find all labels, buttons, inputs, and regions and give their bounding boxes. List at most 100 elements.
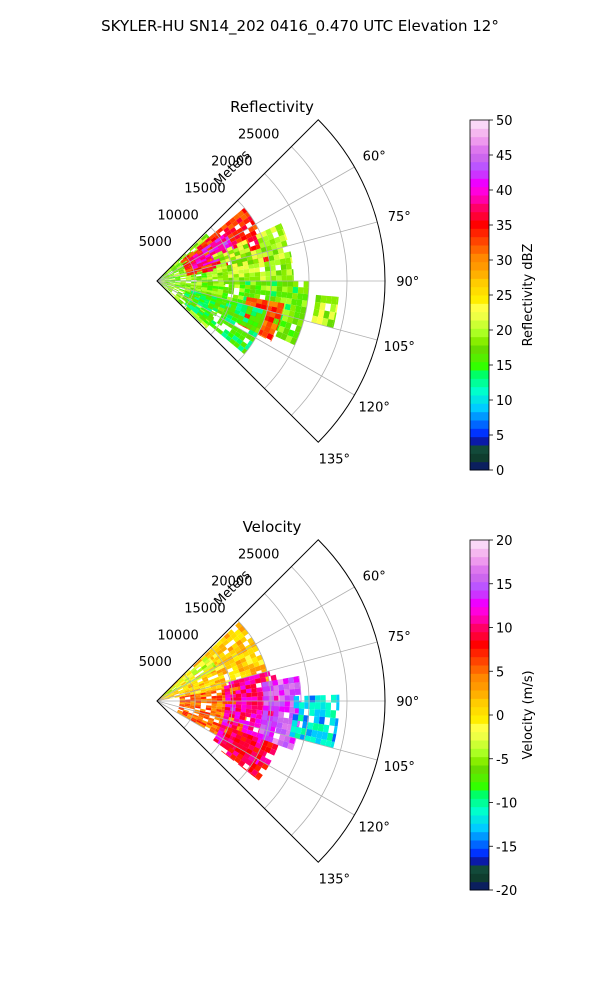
echo-cell — [276, 275, 282, 281]
echo-cell — [275, 241, 283, 249]
colorbar-swatch — [470, 361, 489, 371]
echo-cell — [300, 688, 302, 695]
echo-cell — [190, 703, 196, 707]
echo-cell — [313, 716, 320, 724]
azimuth-gridline — [156, 280, 355, 396]
echo-cell — [199, 662, 206, 668]
echo-cell — [224, 305, 231, 311]
echo-cell — [193, 662, 199, 668]
echo-cell — [254, 742, 262, 749]
echo-cell — [261, 714, 268, 721]
echo-cell — [174, 681, 180, 687]
echo-cell — [277, 325, 285, 334]
echo-cell — [191, 301, 198, 306]
echo-cell — [227, 726, 234, 733]
colorbar-swatch — [470, 186, 489, 196]
echo-cell — [241, 348, 248, 355]
echo-cell — [289, 706, 296, 714]
echo-cell — [254, 678, 262, 684]
echo-cell — [239, 749, 246, 757]
echo-cell — [207, 283, 214, 286]
echo-cell — [207, 281, 214, 284]
echo-cell — [255, 281, 262, 286]
echo-cell — [330, 710, 337, 719]
echo-cell — [269, 238, 276, 246]
echo-cell — [197, 716, 204, 720]
echo-cell — [234, 628, 242, 636]
echo-cell — [277, 302, 284, 309]
echo-cell — [212, 276, 218, 280]
echo-cell — [300, 694, 302, 701]
echo-cell — [180, 277, 186, 280]
echo-cell — [245, 748, 253, 755]
echo-cell — [319, 302, 326, 311]
echo-cell — [280, 297, 287, 304]
echo-cell — [195, 258, 202, 263]
echo-cell — [184, 703, 191, 706]
echo-cell — [262, 686, 269, 692]
echo-cell — [185, 284, 192, 287]
echo-cell — [289, 304, 297, 312]
echo-cell — [229, 649, 237, 656]
echo-cell — [270, 243, 278, 251]
echo-cell — [224, 709, 231, 714]
echo-cell — [206, 322, 211, 326]
echo-cell — [290, 725, 297, 733]
echo-cell — [272, 716, 279, 723]
echo-cell — [227, 223, 235, 230]
echo-cell — [193, 711, 200, 715]
echo-cell — [289, 251, 292, 258]
echo-cell — [318, 716, 325, 725]
echo-cell — [284, 234, 288, 241]
echo-cell — [196, 319, 202, 324]
echo-cell — [201, 258, 207, 263]
echo-cell — [169, 694, 175, 697]
echo-cell — [216, 706, 223, 710]
echo-cell — [206, 689, 212, 693]
colorbar-swatch — [470, 220, 489, 229]
echo-cell — [204, 326, 207, 329]
echo-cell — [259, 672, 266, 679]
echo-cell — [234, 331, 241, 339]
echo-cell — [216, 708, 222, 713]
colorbar-swatch — [470, 286, 489, 296]
echo-cell — [288, 736, 296, 745]
echo-cell — [263, 701, 269, 706]
echo-cell — [265, 228, 273, 236]
echo-cell — [280, 333, 288, 341]
echo-cell — [291, 744, 295, 751]
echo-cell — [246, 305, 254, 311]
echo-cell — [211, 723, 218, 729]
echo-cell — [244, 284, 251, 290]
echo-cell — [268, 328, 276, 336]
echo-cell — [260, 230, 268, 238]
echo-cell — [207, 287, 213, 291]
colorbar-swatch — [470, 453, 489, 463]
echo-cell — [234, 711, 241, 716]
echo-cell — [267, 250, 274, 257]
colorbar-swatch — [470, 790, 489, 799]
echo-cell — [162, 692, 167, 697]
echo-cell — [214, 237, 221, 244]
echo-cell — [163, 284, 169, 287]
echo-cell — [279, 258, 286, 265]
echo-cell — [307, 722, 314, 730]
echo-cell — [291, 720, 298, 727]
echo-cell — [289, 731, 296, 738]
echo-cell — [243, 264, 249, 270]
echo-cell — [216, 250, 224, 256]
echo-cell — [244, 669, 252, 675]
echo-cell — [285, 263, 292, 270]
echo-cell — [175, 683, 181, 688]
echo-cell — [179, 694, 186, 697]
echo-cell — [261, 251, 269, 258]
echo-cell — [270, 275, 277, 281]
echo-cell — [201, 304, 208, 310]
echo-cell — [235, 704, 242, 709]
echo-cell — [188, 256, 194, 261]
echo-cell — [194, 709, 201, 713]
echo-cell — [256, 252, 264, 259]
echo-cell — [169, 274, 175, 277]
colorbar-swatch — [470, 681, 489, 691]
colorbar-swatch — [470, 170, 489, 179]
